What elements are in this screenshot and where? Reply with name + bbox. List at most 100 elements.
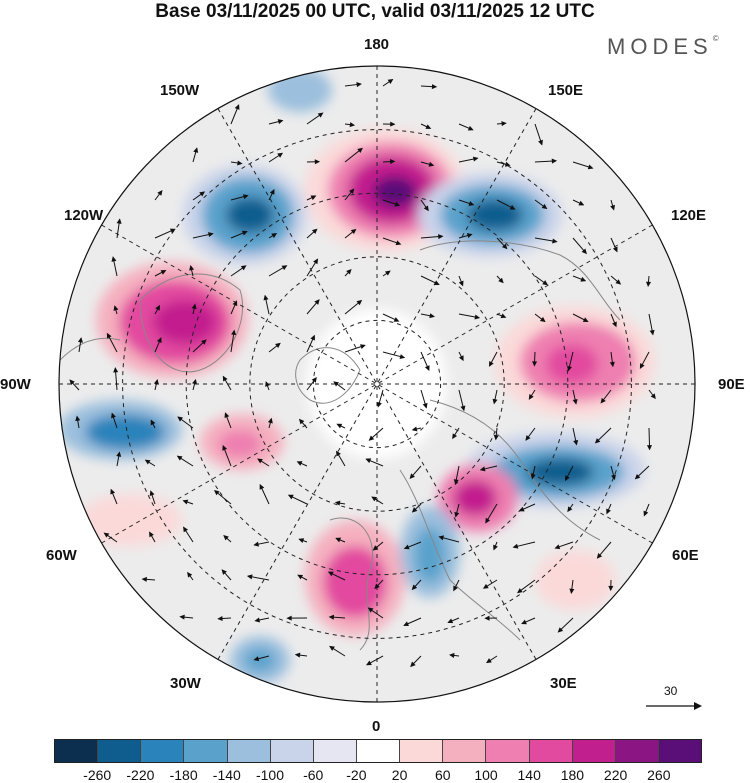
wind-vector-head: [310, 334, 315, 341]
wind-vector-head: [472, 156, 479, 162]
anomaly-region: [414, 527, 446, 583]
wind-vector-head: [368, 435, 375, 441]
coastline-segment: [329, 517, 374, 651]
wind-vector-head: [525, 435, 531, 441]
wind-vector-head: [298, 538, 305, 544]
wind-vector-head: [600, 397, 606, 404]
wind-vector-head: [611, 474, 616, 481]
wind-vector-head: [277, 119, 284, 125]
wind-vector-head: [634, 473, 641, 480]
colorbar-cell: [356, 740, 401, 762]
wind-vector-head: [565, 475, 570, 482]
wind-vector-head: [438, 535, 445, 541]
wind-vector-head: [596, 553, 603, 559]
lon-label-60w: 60W: [46, 547, 77, 564]
wind-vector-head: [246, 574, 253, 580]
wind-vector-head: [411, 507, 418, 513]
wind-vector-head: [610, 204, 616, 211]
wind-vector-head: [425, 124, 432, 129]
wind-vector-head: [643, 510, 649, 517]
coastline-segment: [139, 273, 244, 373]
wind-vector-head: [484, 615, 490, 621]
wind-vector-head: [267, 417, 273, 424]
wind-vectors: [69, 78, 656, 668]
wind-vector-head: [346, 268, 352, 275]
coastline-segment: [59, 337, 121, 361]
colorbar-tick-label: -60: [303, 767, 324, 783]
wind-vector-head: [639, 363, 645, 369]
wind-vector-head: [199, 191, 206, 197]
wind-vector-head: [532, 361, 538, 367]
wind-vector-head: [259, 483, 265, 490]
latitude-circle: [312, 319, 442, 449]
coastlines: [59, 240, 621, 651]
wind-vector-head: [144, 459, 151, 465]
wind-vector-head: [349, 188, 355, 195]
colorbar-cell: [529, 740, 573, 762]
wind-vector-head: [587, 164, 594, 170]
wind-vector-head: [650, 393, 656, 400]
wind-vector-head: [327, 571, 334, 577]
wind-vector-head: [554, 544, 561, 550]
wind-vector-head: [191, 303, 197, 310]
wind-vector-head: [179, 614, 185, 620]
wind-vector-head: [113, 305, 119, 311]
wind-vector-head: [501, 243, 508, 250]
wind-vector-head: [509, 204, 516, 210]
wind-vector-head: [424, 365, 430, 372]
wind-vector-head: [334, 500, 341, 506]
anomaly-region: [153, 300, 217, 344]
map-boundary: [58, 65, 696, 703]
wind-vector-head: [241, 230, 248, 236]
colorbar: [54, 739, 702, 763]
wind-vector-head: [646, 445, 653, 451]
wind-vector-head: [356, 82, 362, 88]
colorbar-tick-label: 60: [435, 767, 451, 783]
wind-vector-head: [265, 381, 270, 387]
wind-vector-head: [542, 280, 549, 286]
wind-vector-head: [374, 583, 380, 590]
meridian-line: [217, 108, 537, 660]
wind-vector-head: [286, 615, 292, 621]
wind-vector-head: [606, 508, 611, 515]
wind-vector-head: [422, 402, 428, 409]
wind-vector-head: [275, 342, 281, 348]
wind-vector-head: [474, 314, 481, 320]
anomaly-region: [453, 480, 497, 516]
wind-vector-head: [394, 201, 401, 207]
colorbar-cell: [572, 740, 616, 762]
wind-vector-head: [160, 270, 167, 275]
wind-vector-head: [482, 583, 489, 589]
wind-vector-head: [350, 228, 357, 235]
wind-vector-head: [399, 354, 406, 359]
wind-vector-head: [69, 379, 75, 385]
wind-vector-head: [269, 188, 275, 195]
wind-vector-head: [298, 418, 305, 425]
wind-vector-head: [333, 381, 340, 387]
colorbar-cell: [55, 740, 99, 762]
colorbar-cell: [141, 740, 185, 762]
wind-vector-head: [488, 361, 494, 367]
colorbar-cell: [184, 740, 228, 762]
wind-vector-head: [411, 584, 418, 591]
wind-vector-head: [157, 190, 163, 196]
anomaly-region: [526, 458, 594, 486]
colorbar-cell: [486, 740, 530, 762]
wind-vector-head: [609, 361, 615, 368]
lon-label-180: 180: [364, 36, 390, 53]
brand-text: MODES: [607, 34, 713, 59]
wind-vector-head: [183, 526, 189, 533]
wind-vector-head: [311, 228, 318, 234]
coastline-segment: [399, 469, 521, 641]
wind-vector-head: [649, 329, 655, 336]
wind-vector-head: [349, 122, 356, 128]
wind-vector-head: [521, 619, 527, 625]
wind-vector-head: [612, 246, 618, 253]
wind-vector-head: [156, 337, 162, 343]
colorbar-cell: [227, 740, 271, 762]
wind-vector-head: [77, 337, 83, 343]
wind-vector-head: [516, 588, 523, 594]
vector-scale-arrow: [646, 702, 702, 710]
wind-vector-head: [263, 294, 269, 301]
